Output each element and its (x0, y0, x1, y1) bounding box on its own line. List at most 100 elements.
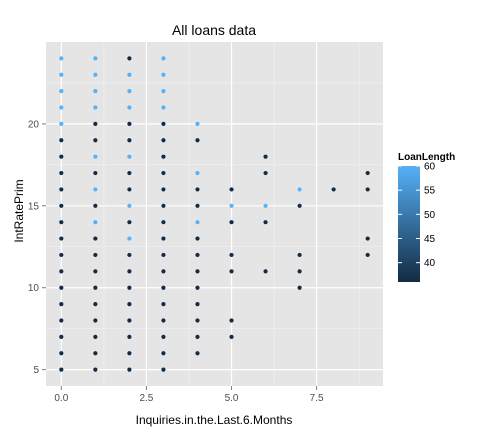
data-point (93, 351, 98, 356)
y-axis-ticks: 5 10 15 20 (28, 119, 46, 376)
y-axis-title: IntRatePrim (12, 179, 26, 242)
data-point (195, 203, 200, 208)
minor-gridlines (46, 42, 383, 386)
data-point (93, 269, 98, 274)
x-tick-label: 5.0 (225, 393, 239, 404)
data-point (127, 89, 132, 94)
data-point (161, 334, 166, 339)
x-tick-label: 0.0 (54, 393, 68, 404)
data-point (127, 72, 132, 77)
data-point (365, 252, 370, 258)
data-point (59, 170, 64, 176)
data-point (59, 351, 64, 356)
data-point (195, 301, 200, 307)
data-point (59, 269, 64, 274)
data-point (93, 138, 98, 143)
x-tick-label: 2.5 (139, 393, 153, 404)
data-point (229, 334, 234, 339)
data-point (127, 170, 132, 176)
data-point (195, 121, 200, 127)
data-point (195, 269, 200, 274)
color-legend: LoanLength 60 55 50 45 40 (398, 152, 455, 282)
data-point (229, 269, 234, 274)
data-point (229, 203, 234, 208)
data-point (161, 105, 166, 110)
data-point (59, 252, 64, 258)
data-point (229, 187, 234, 192)
data-point (127, 269, 132, 274)
data-point (59, 56, 64, 61)
data-point (127, 220, 132, 225)
data-point (127, 56, 132, 61)
data-point (127, 138, 132, 143)
data-point (161, 252, 166, 258)
data-point (93, 154, 98, 159)
legend-colorbar (398, 166, 420, 282)
data-point (161, 367, 166, 372)
data-point (93, 367, 98, 372)
data-point (161, 170, 166, 176)
data-point (195, 187, 200, 192)
data-point (59, 138, 64, 143)
data-point (93, 285, 98, 290)
data-point (93, 318, 98, 323)
data-point (127, 334, 132, 339)
legend-label: 40 (424, 258, 436, 269)
data-point (93, 252, 98, 258)
data-point (263, 170, 268, 176)
data-point (127, 285, 132, 290)
data-point (229, 318, 234, 323)
data-point (127, 187, 132, 192)
data-point (195, 334, 200, 339)
data-point (161, 351, 166, 356)
x-tick-label: 7.5 (310, 393, 324, 404)
data-point (59, 72, 64, 77)
data-point (93, 72, 98, 77)
y-tick-label: 5 (33, 365, 39, 376)
legend-label: 55 (424, 186, 436, 197)
data-point (263, 154, 268, 159)
data-point (331, 187, 336, 192)
data-point (93, 89, 98, 94)
data-point (161, 318, 166, 323)
data-point (297, 203, 302, 208)
data-point (263, 203, 268, 208)
data-point (195, 351, 200, 356)
x-axis-ticks: 0.0 2.5 5.0 7.5 (54, 386, 324, 404)
y-tick-label: 20 (28, 119, 40, 130)
data-point (127, 367, 132, 372)
data-point (195, 236, 200, 241)
data-point (263, 220, 268, 225)
data-point (59, 187, 64, 192)
data-point (365, 170, 370, 176)
data-point (59, 301, 64, 307)
data-point (127, 301, 132, 307)
data-point (161, 154, 166, 159)
data-point (127, 252, 132, 258)
data-point (127, 154, 132, 159)
data-point (59, 121, 64, 127)
data-point (195, 318, 200, 323)
data-point (161, 220, 166, 225)
data-point (161, 269, 166, 274)
data-point (297, 187, 302, 192)
data-points (59, 56, 370, 372)
data-point (59, 89, 64, 94)
legend-label: 50 (424, 210, 436, 221)
data-point (127, 121, 132, 127)
data-point (93, 301, 98, 307)
data-point (59, 220, 64, 225)
plot-area (46, 42, 383, 386)
data-point (161, 121, 166, 127)
data-point (229, 220, 234, 225)
data-point (161, 138, 166, 143)
data-point (93, 334, 98, 339)
chart-title: All loans data (172, 22, 256, 38)
data-point (195, 285, 200, 290)
data-point (161, 56, 166, 61)
plot-panel (46, 42, 383, 386)
data-point (297, 269, 302, 274)
data-point (59, 236, 64, 241)
data-point (127, 318, 132, 323)
